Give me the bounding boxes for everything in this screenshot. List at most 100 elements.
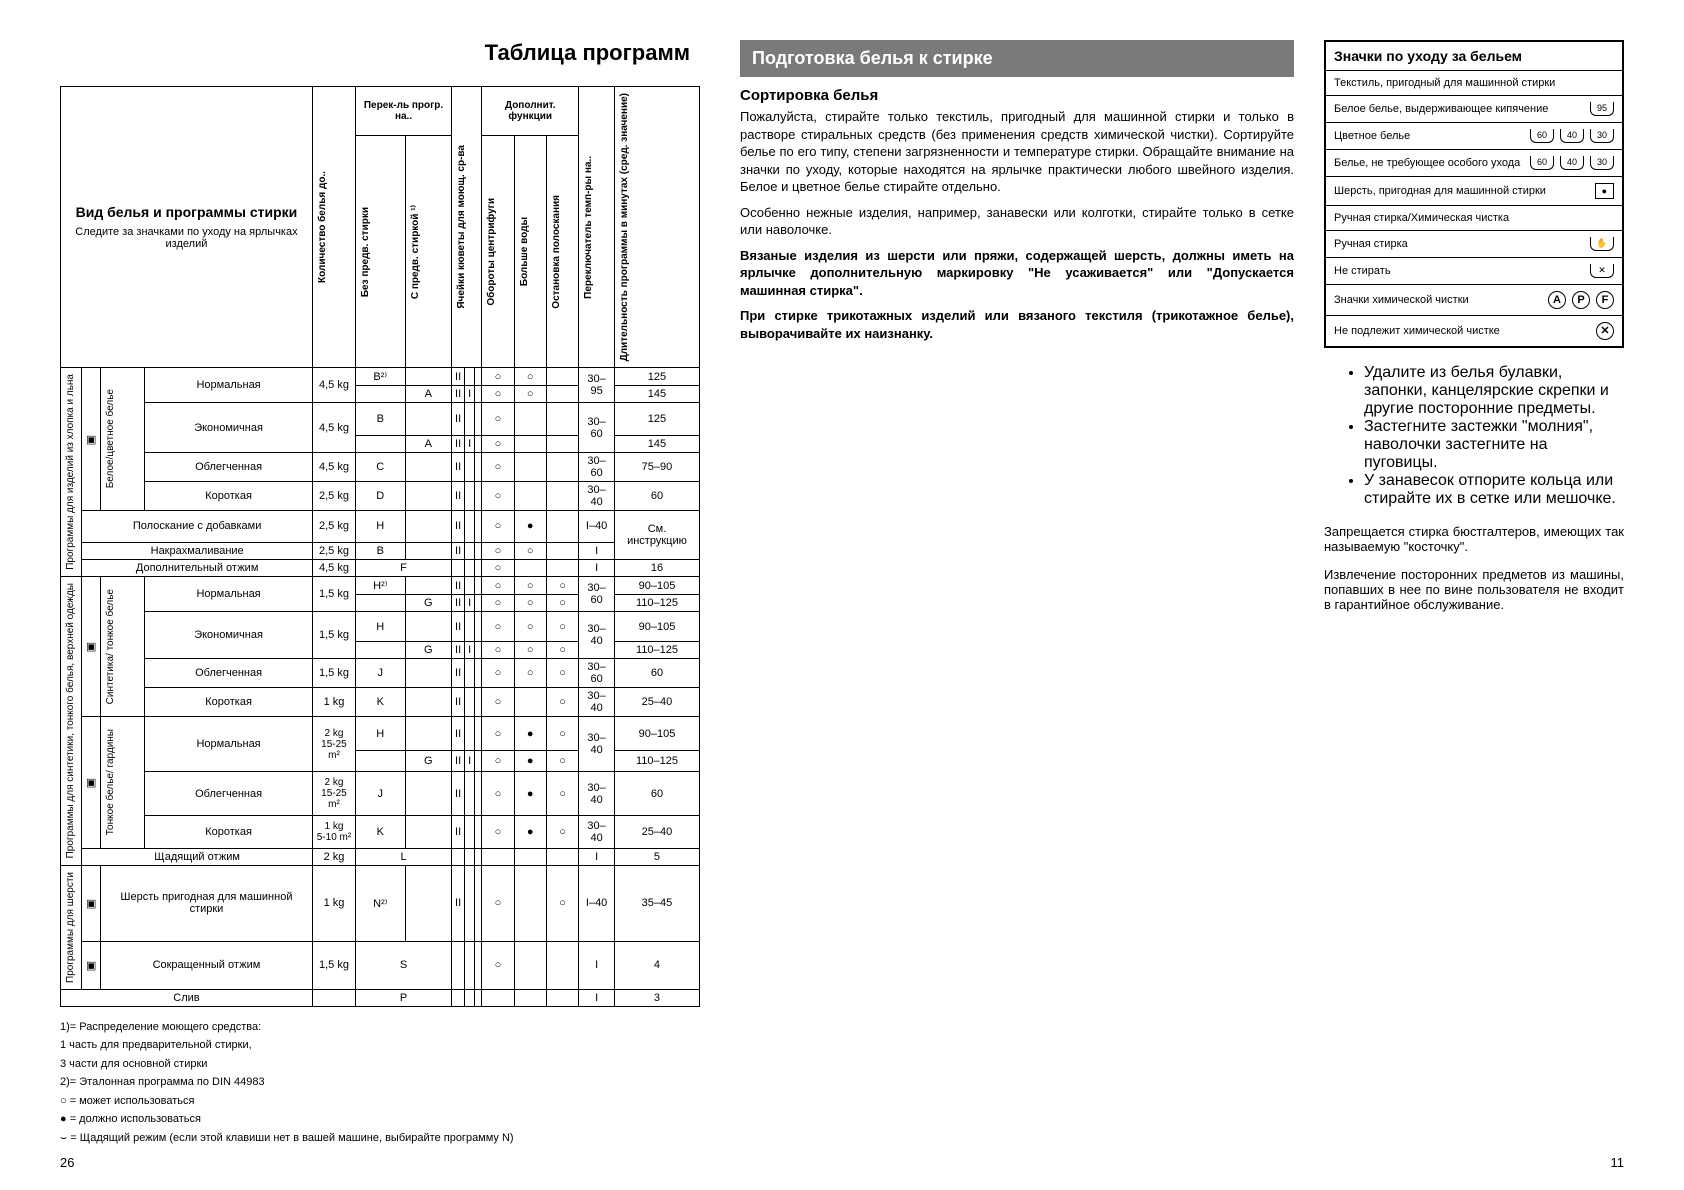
table-cell: Экономичная [145, 612, 313, 659]
table-row: ▣Сокращенный отжим1,5 kgS○I4 [61, 942, 700, 989]
carebox-row-nodryclean: Не подлежит химической чистке ✕ [1326, 316, 1622, 346]
table-cell: Сокращенный отжим [100, 942, 312, 989]
table-cell [465, 560, 475, 577]
no-dryclean-icon: ✕ [1596, 322, 1614, 340]
table-cell: 1,5 kg [312, 577, 355, 612]
lbl-easycare: Белье, не требующее особого ухода [1334, 157, 1522, 169]
table-cell: ● [514, 772, 546, 815]
table-cell [405, 815, 451, 848]
circ-a-icon: A [1548, 291, 1566, 309]
lbl-white: Белое белье, выдерживающее кипячение [1334, 103, 1582, 115]
table-cell [405, 577, 451, 595]
table-cell: B [356, 403, 406, 435]
table-cell [514, 481, 546, 510]
table-row: СливPI3 [61, 989, 700, 1006]
col-bez: Без предв. стирки [359, 203, 372, 301]
table-cell: I–40 [579, 510, 615, 542]
table-cell [452, 989, 465, 1006]
table-cell [405, 368, 451, 386]
table-cell: I–40 [579, 865, 615, 942]
table-cell: II [452, 435, 465, 452]
table-cell: ○ [482, 481, 514, 510]
table-cell: I [579, 989, 615, 1006]
table-cell: ○ [482, 435, 514, 452]
list-item: Застегните застежки "молния", наволочки … [1364, 418, 1624, 472]
carebox-row-white: Белое белье, выдерживающее кипячение 95 [1326, 96, 1622, 123]
section-title: Подготовка белья к стирке [740, 40, 1294, 77]
table-row: Программы для изделий из хлопка и льна▣Б… [61, 368, 700, 386]
care-symbols-box: Значки по уходу за бельем Текстиль, приг… [1324, 40, 1624, 348]
table-cell: 1,5 kg [312, 942, 355, 989]
table-cell: II [452, 865, 465, 942]
table-cell [405, 688, 451, 717]
table-cell [465, 543, 475, 560]
table-cell [475, 612, 482, 642]
table-cell [546, 368, 578, 386]
bullet-list: Удалите из белья булавки, запонки, канце… [1324, 364, 1624, 508]
table-cell [405, 452, 451, 481]
table-cell: 3 [614, 989, 699, 1006]
grp-dopfunc: Дополнит. функции [482, 87, 579, 136]
carebox-row-color: Цветное белье 60 40 30 [1326, 123, 1622, 150]
table-cell: 30–60 [579, 659, 615, 688]
table-cell: I [579, 560, 615, 577]
table-cell [475, 717, 482, 750]
table-row: Накрахмаливание2,5 kgBII○○I [61, 543, 700, 560]
col-spredv: С предв. стиркой ¹⁾ [409, 201, 422, 303]
table-cell: 30–60 [579, 403, 615, 452]
table-cell: 125 [614, 368, 699, 386]
col-ostanovka: Остановка полоскания [550, 191, 563, 313]
lbl-nodryclean: Не подлежит химической чистке [1334, 325, 1588, 337]
table-cell: 16 [614, 560, 699, 577]
table-cell: ○ [482, 772, 514, 815]
table-cell: Облегченная [145, 659, 313, 688]
table-cell: 60 [614, 481, 699, 510]
circ-f-icon: F [1596, 291, 1614, 309]
table-cell [475, 510, 482, 542]
table-cell: ○ [482, 577, 514, 595]
table-cell [546, 560, 578, 577]
table-cell [452, 560, 465, 577]
table-cell [546, 543, 578, 560]
table-cell [475, 595, 482, 612]
table-cell [546, 403, 578, 435]
table-cell: D [356, 481, 406, 510]
table-cell: II [452, 642, 465, 659]
table-cell: ○ [546, 612, 578, 642]
table-cell: K [356, 688, 406, 717]
table-cell: 5 [614, 848, 699, 865]
lbl-wool: Шерсть, пригодная для машинной стирки [1334, 185, 1587, 197]
program-table: Вид белья и программы стирки Следите за … [60, 86, 700, 1007]
table-cell [465, 848, 475, 865]
table-cell: Белое/цветное белье [100, 368, 144, 510]
table-cell: 4,5 kg [312, 452, 355, 481]
table-cell: ● [514, 510, 546, 542]
table-cell: Короткая [145, 815, 313, 848]
table-row: Экономичная1,5 kgHII○○○30–4090–105 [61, 612, 700, 642]
table-cell [514, 560, 546, 577]
table-cell: ○ [482, 750, 514, 772]
table-cell [465, 688, 475, 717]
table-cell: F [356, 560, 452, 577]
table-cell: ○ [514, 642, 546, 659]
carebox-row-nowash: Не стирать ✕ [1326, 258, 1622, 285]
table-cell [475, 865, 482, 942]
table-cell: Программы для синтетики, тонкого белья, … [61, 577, 82, 865]
table-cell [514, 403, 546, 435]
table-row: Дополнительный отжим4,5 kgF○I16 [61, 560, 700, 577]
table-cell [405, 612, 451, 642]
table-cell: ○ [482, 560, 514, 577]
table-cell [465, 403, 475, 435]
table-row: Облегченная4,5 kgCII○30–6075–90 [61, 452, 700, 481]
table-cell: Облегченная [145, 772, 313, 815]
tub-40b-icon: 40 [1560, 156, 1584, 170]
table-cell: I [579, 848, 615, 865]
table-cell [482, 848, 514, 865]
table-cell: ○ [482, 659, 514, 688]
table-cell: II [452, 772, 465, 815]
table-cell: II [452, 612, 465, 642]
table-cell: 4,5 kg [312, 560, 355, 577]
footnote-line: 1)= Распределение моющего средства: [60, 1019, 700, 1036]
table-cell: 145 [614, 435, 699, 452]
para-3: Вязаные изделия из шерсти или пряжи, сод… [740, 247, 1294, 300]
